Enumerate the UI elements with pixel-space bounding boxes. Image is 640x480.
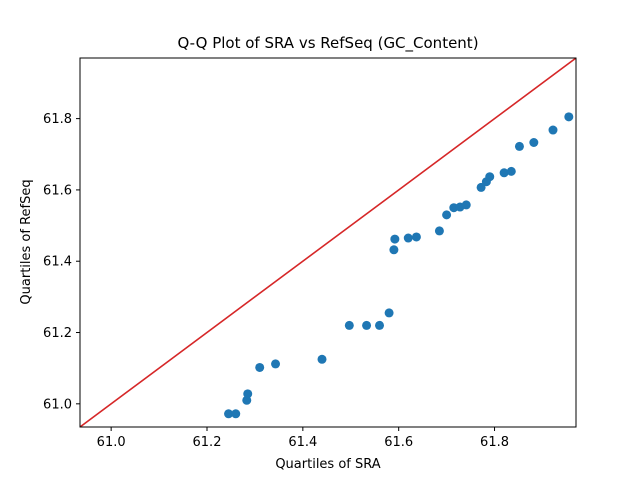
- x-tick-label: 61.4: [288, 435, 317, 450]
- data-point: [476, 182, 486, 192]
- data-point: [224, 409, 234, 419]
- data-point: [271, 359, 281, 369]
- x-axis-ticks: 61.0 61.2 61.4 61.6 61.8: [97, 427, 509, 450]
- data-point: [403, 233, 413, 243]
- x-tick-label: 61.6: [384, 435, 413, 450]
- data-point: [506, 166, 516, 176]
- reference-line: [80, 58, 576, 427]
- data-point: [362, 320, 372, 330]
- y-tick-label: 61.0: [43, 397, 72, 412]
- data-point: [442, 210, 452, 220]
- y-tick-label: 61.6: [43, 183, 72, 198]
- data-point: [548, 125, 558, 135]
- data-point: [529, 137, 539, 147]
- x-tick-label: 61.8: [480, 435, 509, 450]
- x-axis-label: Quartiles of SRA: [275, 457, 380, 472]
- data-point: [344, 320, 354, 330]
- data-point: [461, 200, 471, 210]
- data-point: [389, 245, 399, 255]
- x-tick-label: 61.2: [193, 435, 222, 450]
- data-point: [243, 389, 253, 399]
- data-point: [564, 112, 574, 122]
- data-point: [317, 354, 327, 364]
- data-point: [485, 172, 495, 182]
- y-tick-label: 61.4: [43, 255, 72, 270]
- y-axis-ticks: 61.0 61.2 61.4 61.6 61.8: [43, 112, 80, 412]
- data-point: [384, 308, 394, 318]
- data-point: [514, 141, 524, 151]
- data-point: [434, 226, 444, 236]
- data-point: [375, 320, 385, 330]
- data-points-group: [224, 112, 574, 419]
- data-point: [390, 234, 400, 244]
- y-tick-label: 61.8: [43, 112, 72, 127]
- reference-line-group: [80, 58, 576, 427]
- data-point: [499, 168, 509, 178]
- data-point: [255, 362, 265, 372]
- chart-title: Q-Q Plot of SRA vs RefSeq (GC_Content): [177, 34, 478, 53]
- y-axis-label: Quartiles of RefSeq: [19, 179, 34, 304]
- data-point: [411, 232, 421, 242]
- y-tick-label: 61.2: [43, 326, 72, 341]
- axes-frame: [79, 57, 577, 428]
- data-point: [231, 409, 241, 419]
- x-tick-label: 61.0: [97, 435, 126, 450]
